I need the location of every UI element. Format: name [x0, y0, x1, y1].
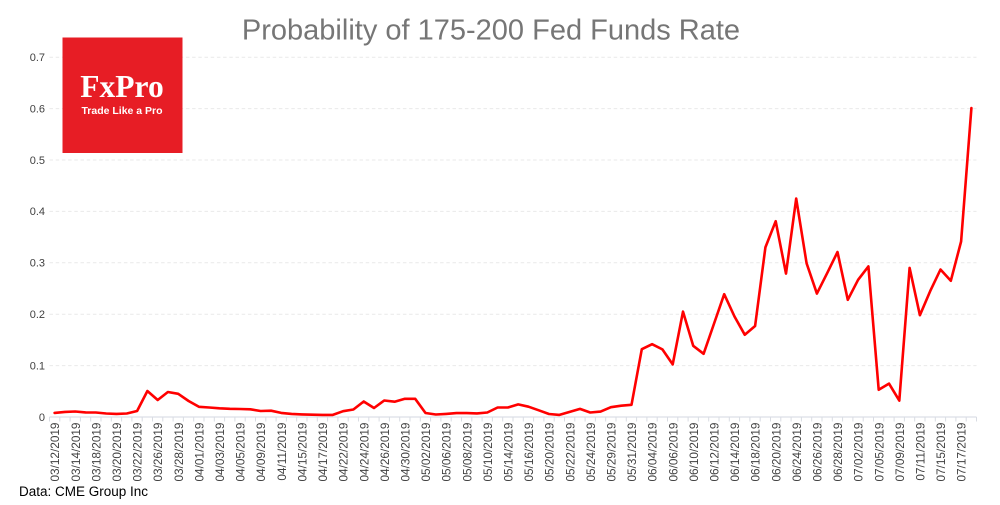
svg-text:0.3: 0.3	[30, 258, 45, 270]
svg-text:0: 0	[39, 412, 45, 424]
svg-text:Trade Like a Pro: Trade Like a Pro	[81, 105, 162, 117]
svg-text:05/24/2019: 05/24/2019	[584, 423, 598, 482]
svg-text:05/31/2019: 05/31/2019	[625, 423, 639, 482]
svg-text:06/20/2019: 06/20/2019	[769, 423, 783, 482]
svg-text:0.6: 0.6	[30, 103, 45, 115]
svg-text:07/09/2019: 07/09/2019	[893, 423, 907, 482]
svg-text:06/14/2019: 06/14/2019	[728, 423, 742, 482]
svg-text:05/29/2019: 05/29/2019	[605, 423, 619, 482]
svg-text:04/30/2019: 04/30/2019	[399, 423, 413, 482]
svg-text:05/10/2019: 05/10/2019	[481, 423, 495, 482]
svg-text:04/03/2019: 04/03/2019	[213, 423, 227, 482]
svg-text:04/17/2019: 04/17/2019	[316, 423, 330, 482]
svg-text:0.1: 0.1	[30, 360, 45, 372]
svg-text:05/20/2019: 05/20/2019	[543, 423, 557, 482]
svg-text:03/14/2019: 03/14/2019	[69, 423, 83, 482]
svg-text:04/05/2019: 04/05/2019	[234, 423, 248, 482]
svg-text:05/08/2019: 05/08/2019	[460, 423, 474, 482]
svg-text:03/12/2019: 03/12/2019	[48, 423, 62, 482]
svg-text:07/05/2019: 07/05/2019	[872, 423, 886, 482]
svg-text:05/16/2019: 05/16/2019	[522, 423, 536, 482]
svg-text:04/01/2019: 04/01/2019	[193, 423, 207, 482]
svg-text:03/18/2019: 03/18/2019	[89, 423, 103, 482]
svg-text:04/24/2019: 04/24/2019	[357, 423, 371, 482]
svg-text:07/11/2019: 07/11/2019	[914, 423, 928, 481]
svg-text:0.7: 0.7	[30, 52, 45, 64]
svg-text:05/06/2019: 05/06/2019	[440, 423, 454, 482]
svg-text:07/02/2019: 07/02/2019	[852, 423, 866, 482]
svg-text:06/04/2019: 06/04/2019	[646, 423, 660, 482]
svg-text:06/24/2019: 06/24/2019	[790, 423, 804, 482]
svg-text:04/11/2019: 04/11/2019	[275, 423, 289, 481]
svg-text:06/10/2019: 06/10/2019	[687, 423, 701, 482]
svg-text:04/22/2019: 04/22/2019	[337, 423, 351, 482]
svg-text:06/06/2019: 06/06/2019	[666, 423, 680, 482]
svg-text:06/28/2019: 06/28/2019	[831, 423, 845, 482]
svg-text:0.4: 0.4	[30, 206, 45, 218]
svg-text:03/20/2019: 03/20/2019	[110, 423, 124, 482]
svg-text:0.2: 0.2	[30, 309, 45, 321]
svg-text:07/15/2019: 07/15/2019	[934, 423, 948, 482]
svg-text:Data: CME Group Inc: Data: CME Group Inc	[19, 484, 148, 499]
svg-text:05/02/2019: 05/02/2019	[419, 423, 433, 482]
svg-text:06/18/2019: 06/18/2019	[749, 423, 763, 482]
svg-text:04/09/2019: 04/09/2019	[254, 423, 268, 482]
svg-text:04/26/2019: 04/26/2019	[378, 423, 392, 482]
svg-text:05/14/2019: 05/14/2019	[502, 423, 516, 482]
svg-text:FxPro: FxPro	[80, 69, 163, 104]
svg-text:03/22/2019: 03/22/2019	[131, 423, 145, 482]
svg-text:03/26/2019: 03/26/2019	[151, 423, 165, 482]
svg-text:0.5: 0.5	[30, 155, 45, 167]
svg-text:07/17/2019: 07/17/2019	[955, 423, 969, 482]
svg-text:03/28/2019: 03/28/2019	[172, 423, 186, 482]
svg-text:Probability of 175-200 Fed Fun: Probability of 175-200 Fed Funds Rate	[242, 15, 740, 47]
svg-text:06/12/2019: 06/12/2019	[708, 423, 722, 482]
svg-text:05/22/2019: 05/22/2019	[563, 423, 577, 482]
svg-text:04/15/2019: 04/15/2019	[296, 423, 310, 482]
svg-text:06/26/2019: 06/26/2019	[811, 423, 825, 482]
